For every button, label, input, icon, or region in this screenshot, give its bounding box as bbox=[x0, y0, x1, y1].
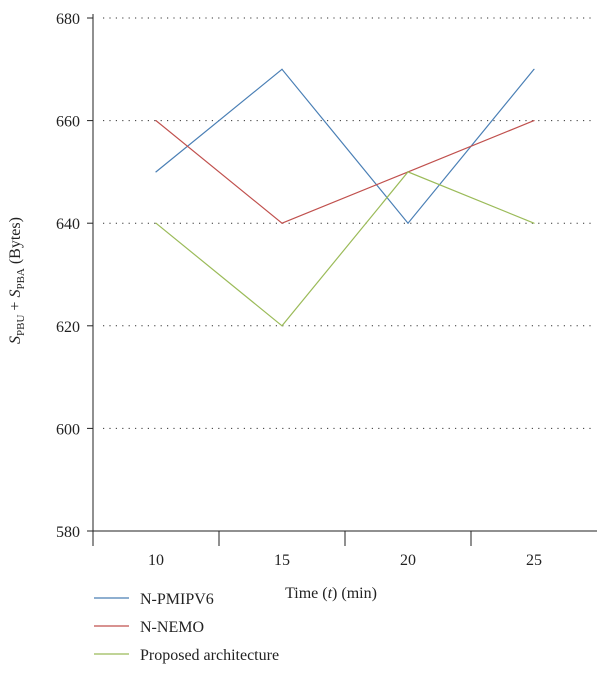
data-point-1-3 bbox=[533, 120, 535, 122]
x-axis-label: Time (t) (min) bbox=[285, 585, 377, 602]
y-tick-label-580: 580 bbox=[56, 524, 80, 541]
y-tick-label-680: 680 bbox=[56, 11, 80, 28]
grid-lines bbox=[103, 17, 595, 429]
x-tick-label-10: 10 bbox=[148, 552, 164, 569]
data-point-2-3 bbox=[533, 222, 535, 224]
axes bbox=[87, 14, 597, 546]
data-point-1-1 bbox=[281, 222, 283, 224]
data-point-2-1 bbox=[281, 325, 283, 327]
legend-label-1: N-NEMO bbox=[140, 619, 204, 636]
legend: N-PMIPV6 N-NEMO Proposed architecture bbox=[94, 591, 279, 664]
data-point-2-0 bbox=[155, 222, 157, 224]
data-point-0-1 bbox=[281, 68, 283, 70]
y-tick-label-620: 620 bbox=[56, 319, 80, 336]
x-tick-label-20: 20 bbox=[400, 552, 416, 569]
data-point-0-2 bbox=[407, 222, 409, 224]
x-tick-label-25: 25 bbox=[526, 552, 542, 569]
tick-labels: 580 600 620 640 660 680 10 15 20 25 bbox=[56, 11, 542, 569]
series-lines bbox=[155, 68, 535, 327]
legend-label-0: N-PMIPV6 bbox=[140, 591, 214, 608]
legend-label-2: Proposed architecture bbox=[140, 647, 279, 664]
data-point-1-0 bbox=[155, 120, 157, 122]
data-point-0-3 bbox=[533, 68, 535, 70]
y-axis-label: SPBU + SPBA (Bytes) bbox=[7, 217, 27, 344]
y-tick-label-600: 600 bbox=[56, 421, 80, 438]
series-line-1 bbox=[155, 120, 535, 224]
data-point-0-0 bbox=[155, 171, 157, 173]
x-tick-label-15: 15 bbox=[274, 552, 290, 569]
y-tick-label-660: 660 bbox=[56, 114, 80, 131]
data-point-2-2 bbox=[407, 171, 409, 173]
y-tick-label-640: 640 bbox=[56, 216, 80, 233]
series-line-2 bbox=[155, 171, 535, 327]
